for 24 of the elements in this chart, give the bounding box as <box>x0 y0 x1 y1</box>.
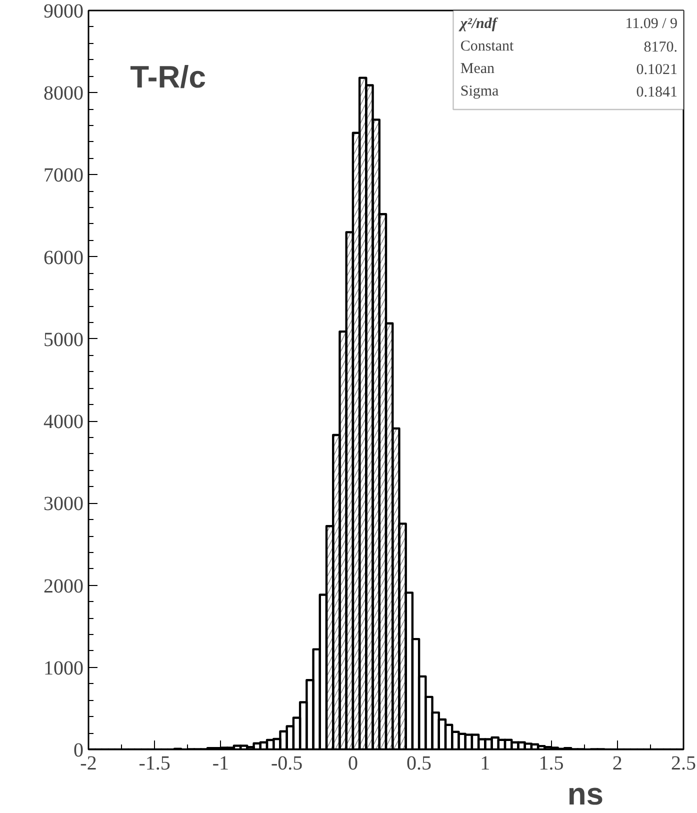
y-tick-label: 3000 <box>44 493 84 516</box>
x-tick-label: 1.5 <box>538 752 564 774</box>
y-tick-label: 2000 <box>44 575 84 598</box>
x-tick-label: 0 <box>348 752 358 774</box>
x-tick-label: 2.5 <box>671 752 696 774</box>
y-tick-label: 1000 <box>44 657 84 680</box>
y-tick-label: 6000 <box>44 246 84 269</box>
text: Mean 0.1021 <box>460 61 678 78</box>
y-tick-label: 8000 <box>44 82 84 105</box>
x-tick-label: -0.5 <box>271 752 303 774</box>
x-tick-label: -1 <box>212 752 230 774</box>
x-tick-label: 0.5 <box>406 752 432 774</box>
x-axis-title: ns <box>567 776 604 812</box>
y-tick-label: 5000 <box>44 328 84 351</box>
text: χ²/ndf 11.09 / 9 <box>460 16 678 32</box>
y-tick-label: 9000 <box>44 0 84 22</box>
y-tick-label: 4000 <box>44 411 84 434</box>
text: Sigma 0.1841 <box>460 84 678 101</box>
y-tick-label: 7000 <box>44 164 84 187</box>
x-tick-label: 2 <box>612 752 622 774</box>
x-tick-label: 1 <box>480 752 490 774</box>
x-tick-label: -1.5 <box>138 752 170 774</box>
text: Constant 8170. <box>460 38 678 56</box>
text: T-R/c <box>130 60 206 95</box>
